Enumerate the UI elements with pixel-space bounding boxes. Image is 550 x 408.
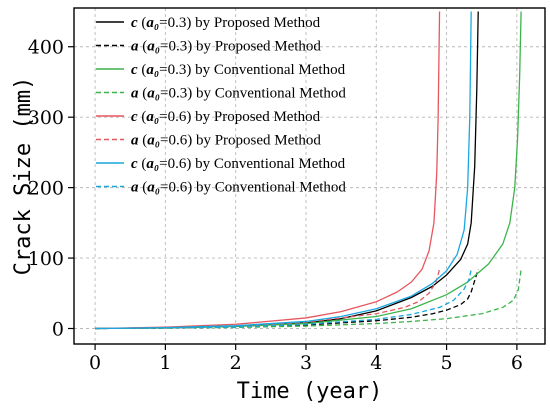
- x-tick-label: 3: [300, 352, 312, 374]
- x-tick-label: 2: [230, 352, 242, 374]
- legend-entry-1: c (a₀=0.3) by Proposed Method: [131, 15, 321, 31]
- grid: [74, 8, 545, 344]
- y-tick-label: 400: [28, 37, 64, 59]
- series-lines: [95, 11, 522, 330]
- series-line-8: [95, 269, 472, 330]
- legend-entry-3: c (a₀=0.3) by Conventional Method: [131, 62, 346, 78]
- legend: c (a₀=0.3) by Proposed Method a (a₀=0.3) …: [96, 15, 346, 196]
- x-tick-label: 6: [511, 352, 523, 374]
- x-tick-label: 1: [159, 352, 171, 374]
- legend-entry-2: a (a₀=0.3) by Proposed Method: [131, 39, 321, 55]
- legend-entry-6: a (a₀=0.6) by Proposed Method: [131, 133, 321, 149]
- y-tick-label: 100: [28, 248, 64, 270]
- y-tick-label: 300: [28, 107, 64, 129]
- series-line-7: [95, 11, 472, 330]
- y-tick-label: 200: [28, 178, 64, 200]
- y-tick-label: 0: [52, 319, 64, 341]
- x-tick-label: 5: [441, 352, 453, 374]
- y-axis-label: Crack Size (mm): [11, 77, 36, 276]
- plot-frame: [73, 7, 546, 345]
- x-tick-label: 4: [370, 352, 382, 374]
- legend-entry-8: a (a₀=0.6) by Conventional Method: [131, 180, 346, 196]
- legend-entry-5: c (a₀=0.6) by Proposed Method: [131, 109, 321, 125]
- x-tick-label: 0: [89, 352, 101, 374]
- legend-entry-7: c (a₀=0.6) by Conventional Method: [131, 156, 346, 172]
- series-line-5: [95, 11, 441, 330]
- legend-entry-4: a (a₀=0.3) by Conventional Method: [131, 86, 346, 102]
- axis-ticks: 0 1 2 3 4 5 6 0 100 200 300 400: [28, 37, 523, 374]
- x-axis-label: Time (year): [237, 379, 383, 404]
